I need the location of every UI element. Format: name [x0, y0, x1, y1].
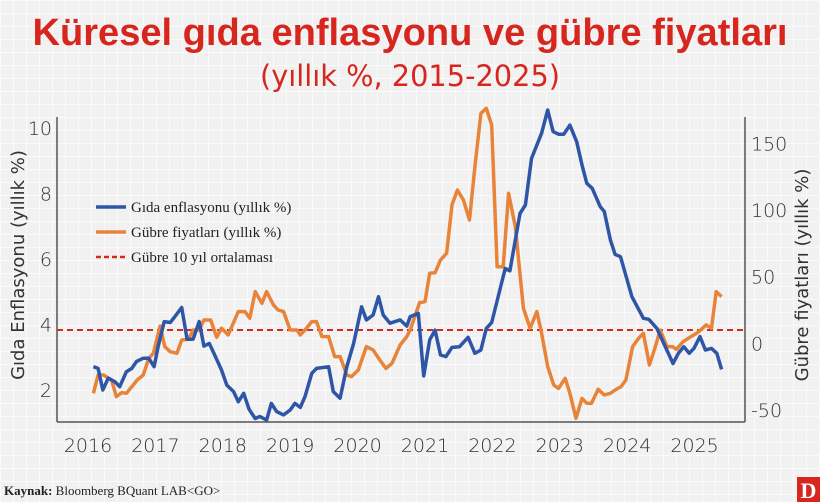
- source-label: Kaynak:: [4, 483, 52, 498]
- right-axis-label: Gübre fiyatları (yıllık %): [792, 169, 813, 382]
- x-tick-label: 2020: [333, 435, 381, 457]
- x-tick-label: 2021: [401, 435, 449, 457]
- legend: Gıda enflasyonu (yıllık %) Gübre fiyatla…: [96, 200, 291, 266]
- source: Kaynak: Bloomberg BQuant LAB<GO>: [4, 483, 220, 498]
- y-right-tick-label: -50: [751, 400, 782, 422]
- y-left-tick-label: 8: [40, 184, 52, 206]
- x-tick-label: 2022: [468, 435, 516, 457]
- x-tick-label: 2019: [266, 435, 314, 457]
- x-tick-label: 2025: [670, 435, 718, 457]
- x-tick-label: 2017: [131, 435, 179, 457]
- y-right-tick-label: 50: [751, 267, 775, 289]
- y-left-tick-label: 2: [40, 380, 52, 402]
- y-left-tick-label: 4: [40, 315, 52, 337]
- y-left-tick-label: 6: [40, 249, 52, 271]
- logo-box: [797, 477, 820, 502]
- x-tick-label: 2024: [603, 435, 651, 457]
- logo: D: [801, 478, 817, 502]
- y-right-tick-label: 100: [751, 200, 787, 222]
- chart-subtitle: (yıllık %, 2015-2025): [260, 59, 560, 93]
- food-inflation-line: [92, 108, 724, 422]
- axes: [56, 117, 746, 423]
- x-tick-label: 2016: [64, 435, 112, 457]
- y-right-tick-label: 0: [751, 333, 763, 355]
- y-right-tick-label: 150: [751, 133, 787, 155]
- legend-label-food: Gıda enflasyonu (yıllık %): [131, 200, 291, 216]
- source-text: Bloomberg BQuant LAB<GO>: [56, 483, 221, 498]
- legend-label-average: Gübre 10 yıl ortalaması: [131, 250, 273, 266]
- legend-label-fertilizer: Gübre fiyatları (yıllık %): [131, 225, 281, 241]
- fertilizer-line: [91, 106, 723, 421]
- left-axis-label: Gıda Enflasyonu (yıllık %): [8, 150, 29, 380]
- x-tick-label: 2018: [199, 435, 247, 457]
- y-left-tick-label: 10: [28, 118, 52, 140]
- chart-title: Küresel gıda enflasyonu ve gübre fiyatla…: [33, 12, 788, 54]
- x-tick-label: 2023: [536, 435, 584, 457]
